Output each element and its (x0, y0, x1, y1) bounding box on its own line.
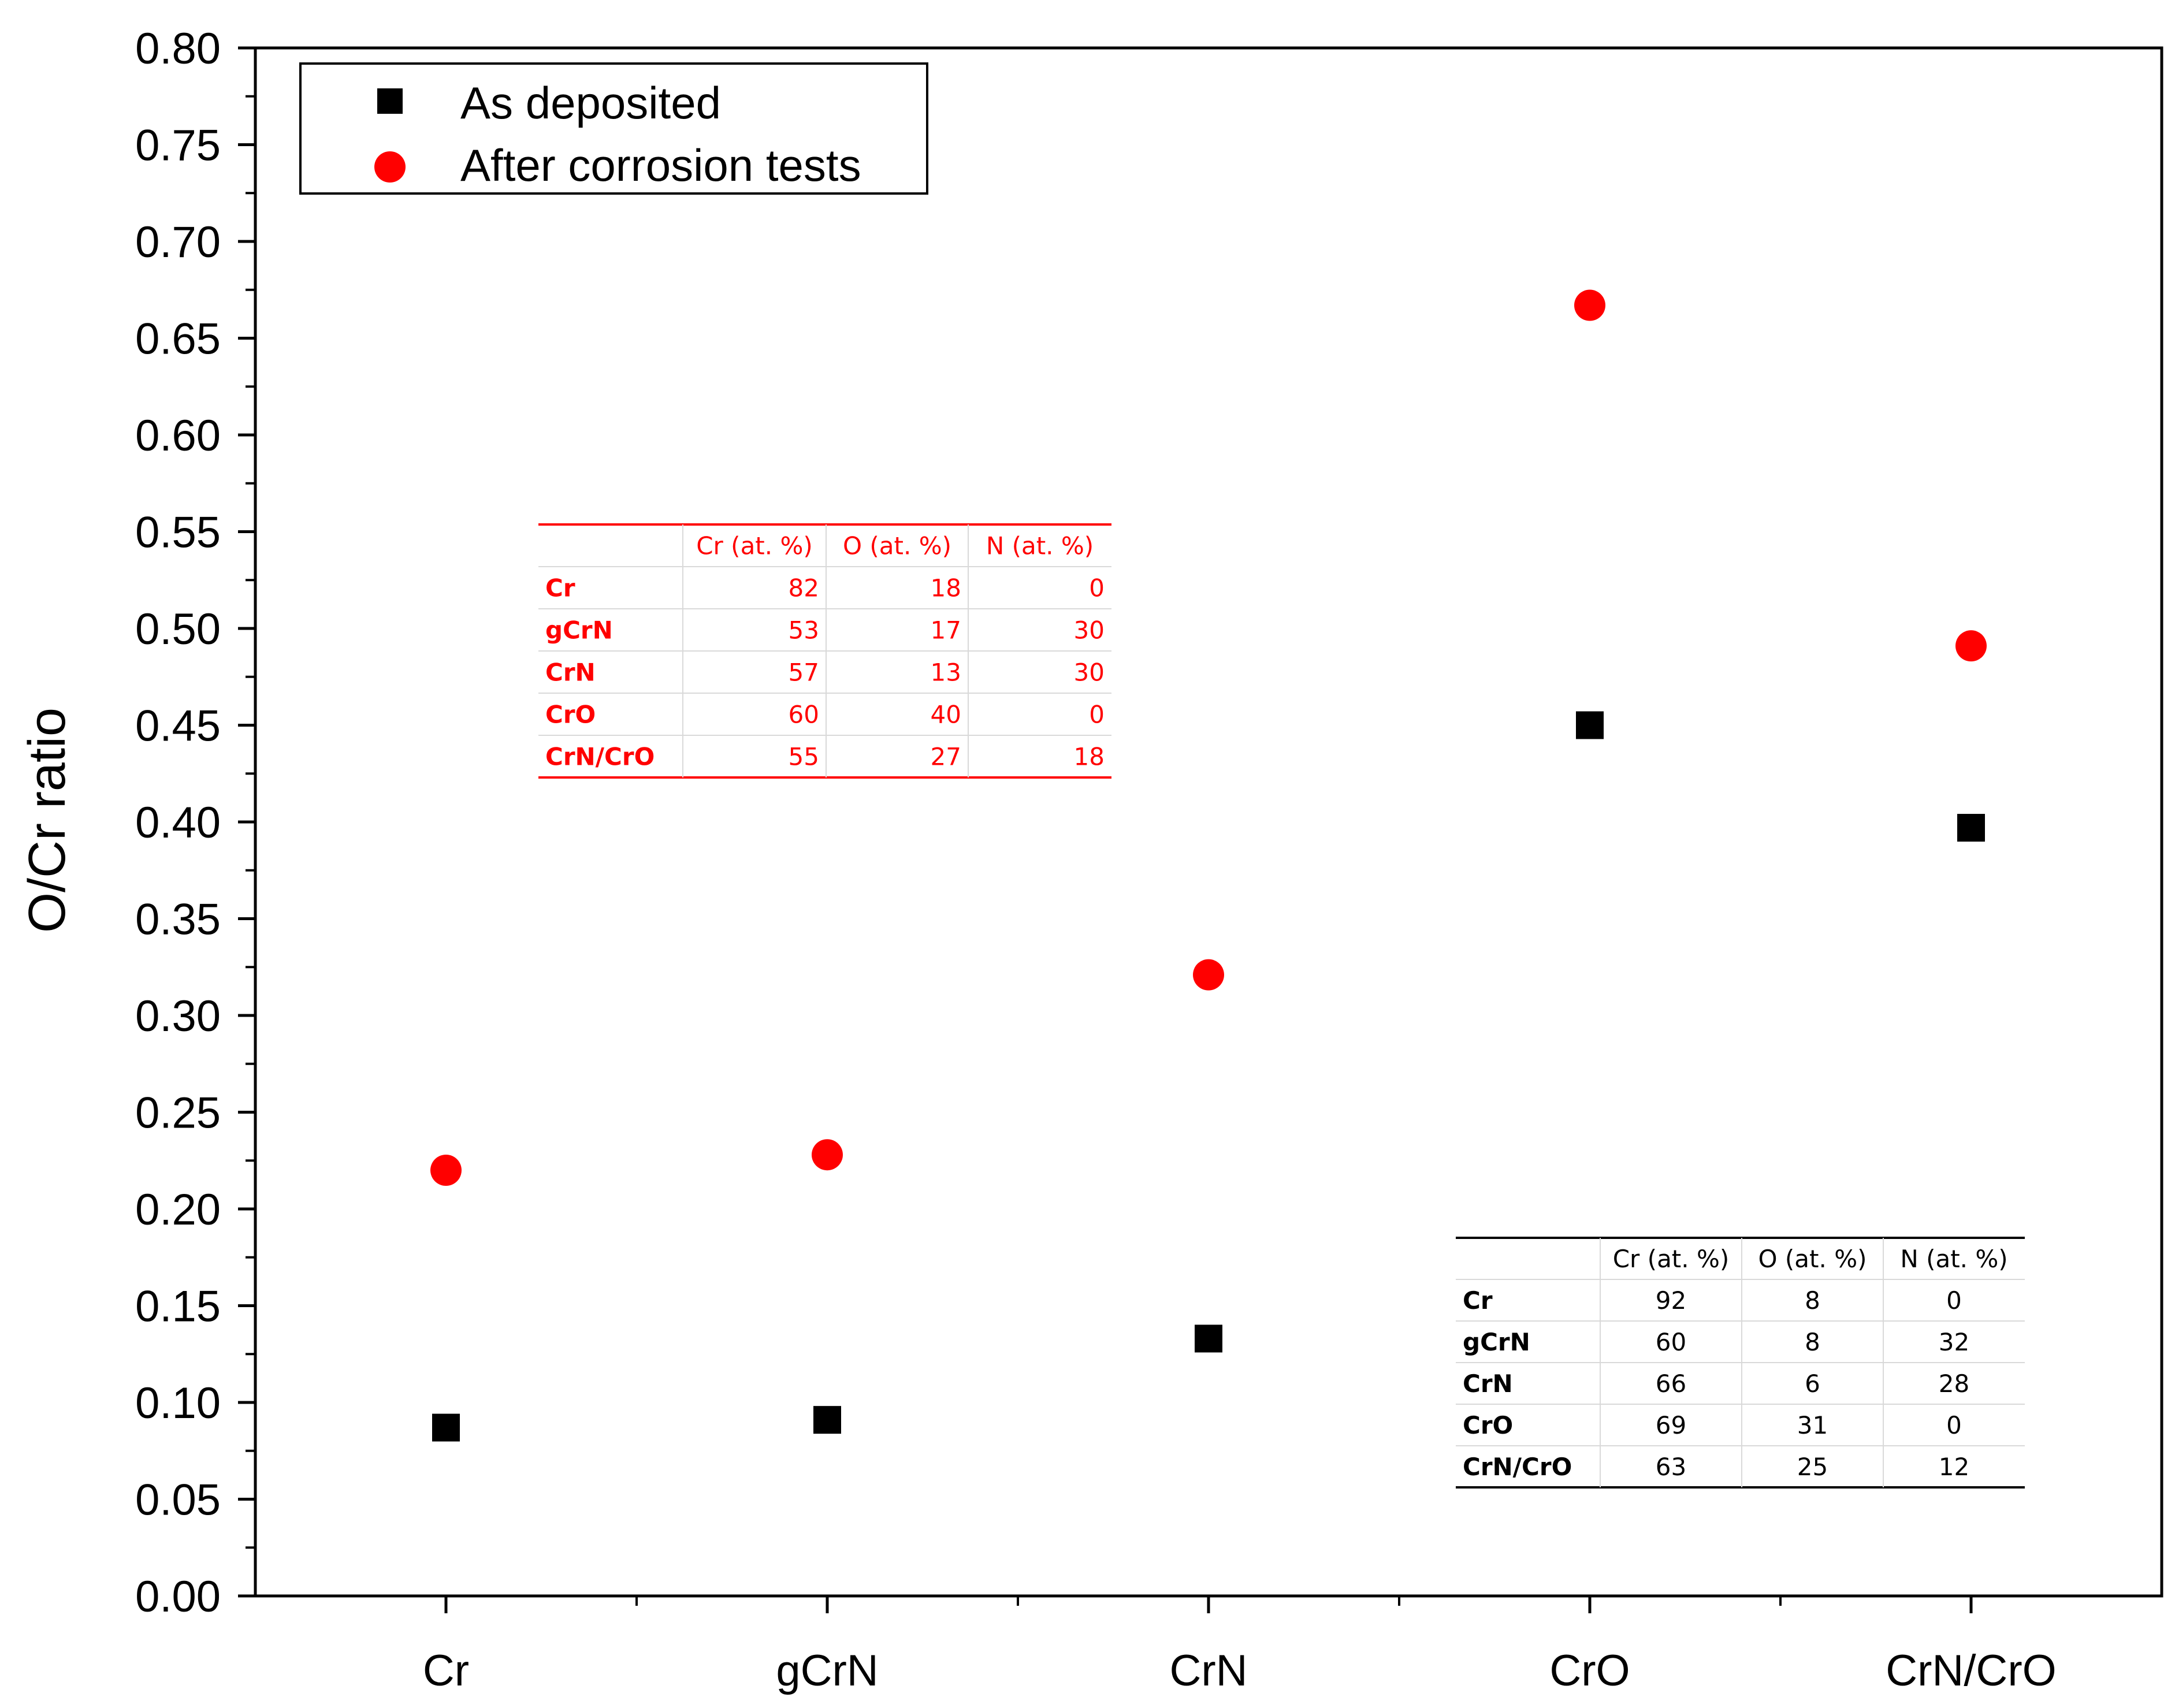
table-cell: 82 (789, 574, 819, 602)
y-tick-label: 0.15 (135, 1282, 221, 1331)
table-row-label: CrO (1463, 1411, 1513, 1439)
legend-square-marker (377, 88, 403, 114)
table-row-label: gCrN (1463, 1328, 1530, 1356)
table-cell: 55 (789, 743, 819, 771)
y-axis: 0.00 0.05 0.10 0.15 0.20 0.25 0.30 0.35 0.40 0.45… (135, 24, 255, 1621)
table-header-cell: Cr (at. %) (1613, 1245, 1730, 1273)
table-cell: 69 (1656, 1411, 1686, 1439)
y-tick-label: 0.10 (135, 1379, 221, 1428)
table-cell: 0 (1089, 574, 1105, 602)
as-deposited-point (1576, 711, 1604, 739)
after-corrosion-point (1193, 959, 1224, 991)
y-tick-label: 0.55 (135, 508, 221, 557)
x-tick-label: CrN/CrO (1886, 1646, 2057, 1695)
table-cell: 25 (1797, 1453, 1828, 1481)
x-tick-label: CrN (1169, 1646, 1247, 1695)
y-tick-label: 0.70 (135, 218, 221, 267)
table-cell: 32 (1939, 1328, 1969, 1356)
table-cell: 12 (1939, 1453, 1969, 1481)
y-tick-label: 0.80 (135, 24, 221, 73)
table-cell: 60 (789, 701, 819, 729)
legend: As deposited After corrosion tests (299, 62, 928, 195)
table-cell: 40 (931, 701, 961, 729)
y-tick-label: 0.40 (135, 798, 221, 847)
table-header-cell: N (at. %) (1900, 1245, 2007, 1273)
as-deposited-point (1195, 1324, 1222, 1353)
legend-circle-marker (374, 151, 406, 183)
table-cell: 60 (1656, 1328, 1686, 1356)
table-cell: 28 (1939, 1370, 1969, 1398)
as-deposited-point (813, 1406, 841, 1434)
table-cell: 18 (931, 574, 961, 602)
table-row-label: CrN (1463, 1370, 1513, 1398)
y-tick-label: 0.30 (135, 992, 221, 1041)
table-header-cell: O (at. %) (1758, 1245, 1867, 1273)
table-cell: 63 (1656, 1453, 1686, 1481)
y-tick-label: 0.05 (135, 1476, 221, 1525)
y-tick-label: 0.50 (135, 605, 221, 654)
table-row-label: CrN/CrO (545, 743, 655, 771)
table-cell: 92 (1656, 1286, 1686, 1315)
y-tick-label: 0.35 (135, 895, 221, 944)
x-tick-label: Cr (423, 1646, 469, 1695)
as-deposited-point (1957, 814, 1985, 842)
table-cell: 0 (1946, 1286, 1962, 1315)
after-corrosion-point (1955, 630, 1987, 662)
after-corrosion-point (812, 1139, 843, 1171)
table-cell: 53 (789, 616, 819, 645)
table-cell: 17 (931, 616, 961, 645)
plot-frame (254, 46, 2163, 1598)
legend-label-as-deposited: As deposited (460, 77, 721, 128)
legend-label-after-corrosion: After corrosion tests (460, 140, 861, 191)
after-corrosion-point (430, 1155, 462, 1186)
table-row-label: CrN/CrO (1463, 1453, 1572, 1481)
as-deposited-point (432, 1413, 460, 1442)
y-tick-label: 0.25 (135, 1089, 221, 1138)
x-tick-label: gCrN (776, 1646, 878, 1695)
table-cell: 18 (1074, 743, 1105, 771)
table-cell: 31 (1797, 1411, 1828, 1439)
x-tick-label: CrO (1549, 1646, 1630, 1695)
table-row-label: gCrN (545, 616, 613, 645)
y-tick-label: 0.45 (135, 702, 221, 751)
table-cell: 8 (1805, 1286, 1820, 1315)
table-cell: 30 (1074, 616, 1105, 645)
y-tick-label: 0.65 (135, 315, 221, 364)
composition-table-after-corrosion-composition: Cr (at. %) O (at. %) N (at. %) Cr 82 18 0 gCrN 5… (538, 523, 1111, 779)
table-row-label: CrO (545, 701, 596, 729)
y-tick-label: 0.20 (135, 1185, 221, 1234)
table-cell: 6 (1805, 1370, 1820, 1398)
table-cell: 27 (931, 743, 961, 771)
y-axis-title: O/Cr ratio (18, 708, 76, 933)
table-header-cell: N (at. %) (986, 532, 1094, 560)
table-row-label: Cr (1463, 1286, 1493, 1315)
table-cell: 8 (1805, 1328, 1820, 1356)
table-cell: 57 (789, 658, 819, 687)
legend-box (299, 62, 928, 195)
table-header-cell: Cr (at. %) (696, 532, 813, 560)
y-tick-label: 0.00 (135, 1572, 221, 1621)
y-tick-label: 0.75 (135, 121, 221, 170)
y-tick-label: 0.60 (135, 411, 221, 460)
table-row-label: CrN (545, 658, 596, 687)
table-cell: 0 (1946, 1411, 1962, 1439)
table-header-cell: O (at. %) (843, 532, 951, 560)
x-axis: Cr gCrN CrN CrO CrN/CrO (423, 1596, 2057, 1695)
table-cell: 66 (1656, 1370, 1686, 1398)
table-cell: 13 (931, 658, 961, 687)
table-row-label: Cr (545, 574, 575, 602)
after-corrosion-point (1574, 289, 1605, 321)
table-cell: 0 (1089, 701, 1105, 729)
table-cell: 30 (1074, 658, 1105, 687)
